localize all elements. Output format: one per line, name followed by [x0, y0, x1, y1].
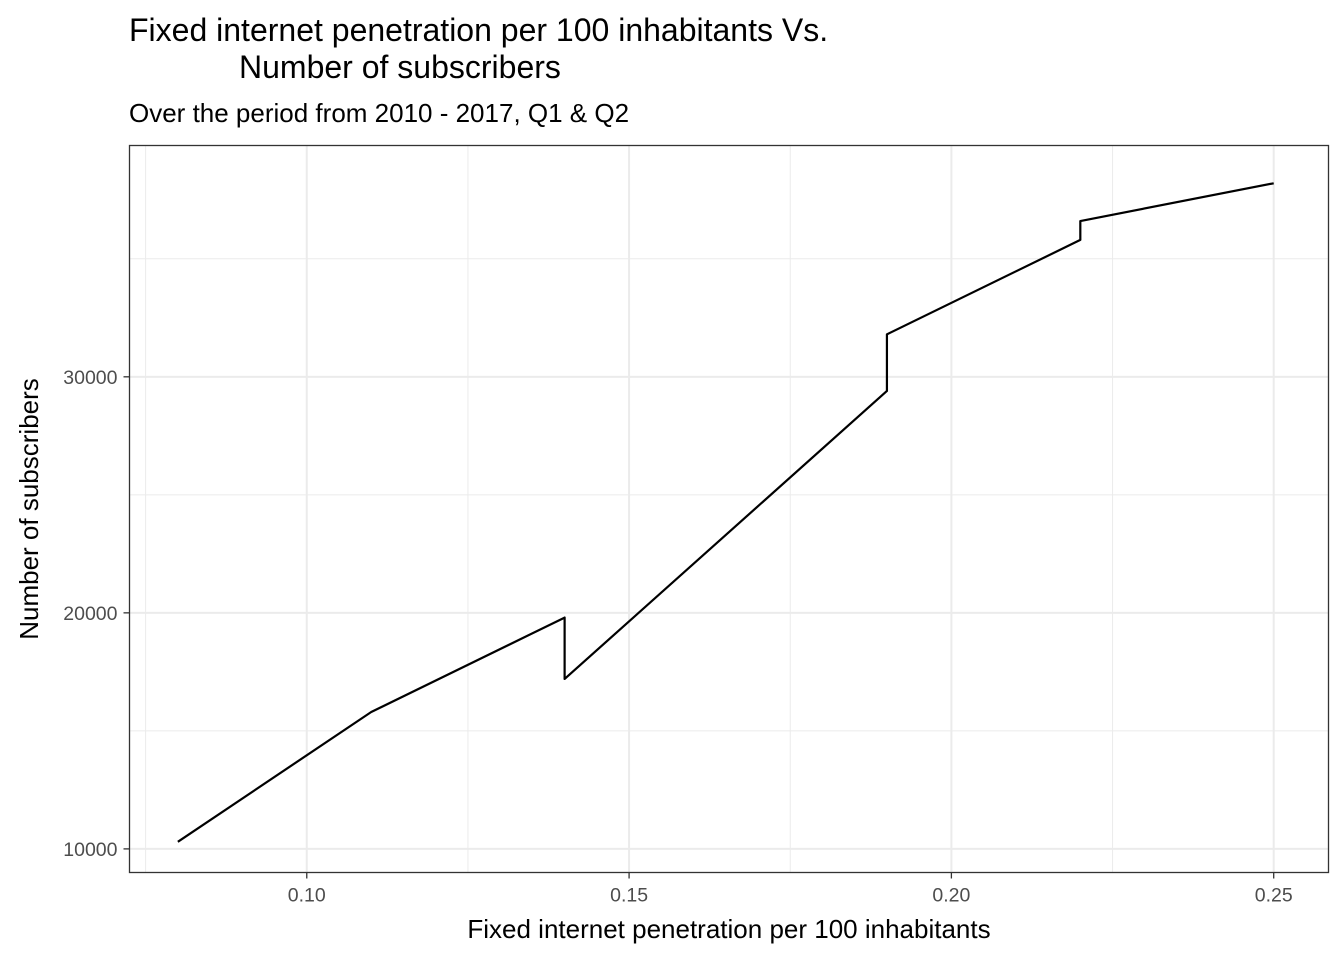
x-tick-label: 0.25	[1255, 885, 1293, 907]
chart-subtitle: Over the period from 2010 - 2017, Q1 & Q…	[129, 98, 629, 128]
plot-panel	[128, 144, 1330, 874]
x-tick-label: 0.15	[610, 885, 648, 907]
panel-background	[129, 145, 1329, 873]
chart-title-line-1: Fixed internet penetration per 100 inhab…	[129, 12, 828, 48]
x-tick-label: 0.10	[288, 885, 326, 907]
x-axis: 0.10 0.15 0.20 0.25	[288, 872, 1293, 907]
y-tick-label: 30000	[63, 367, 117, 389]
series-line	[177, 182, 1274, 843]
y-axis-title: Number of subscribers	[14, 378, 44, 640]
y-tick-label: 10000	[63, 839, 117, 861]
y-tick-label: 20000	[63, 603, 117, 625]
panel-border	[128, 144, 1330, 874]
y-axis: 10000 20000 30000	[63, 367, 130, 861]
x-axis-title: Fixed internet penetration per 100 inhab…	[467, 914, 990, 944]
minor-gridlines	[129, 145, 1329, 873]
x-tick-label: 0.20	[932, 885, 970, 907]
series-layer	[177, 182, 1274, 843]
major-gridlines	[129, 145, 1329, 873]
chart-title-line-2: Number of subscribers	[239, 49, 561, 85]
